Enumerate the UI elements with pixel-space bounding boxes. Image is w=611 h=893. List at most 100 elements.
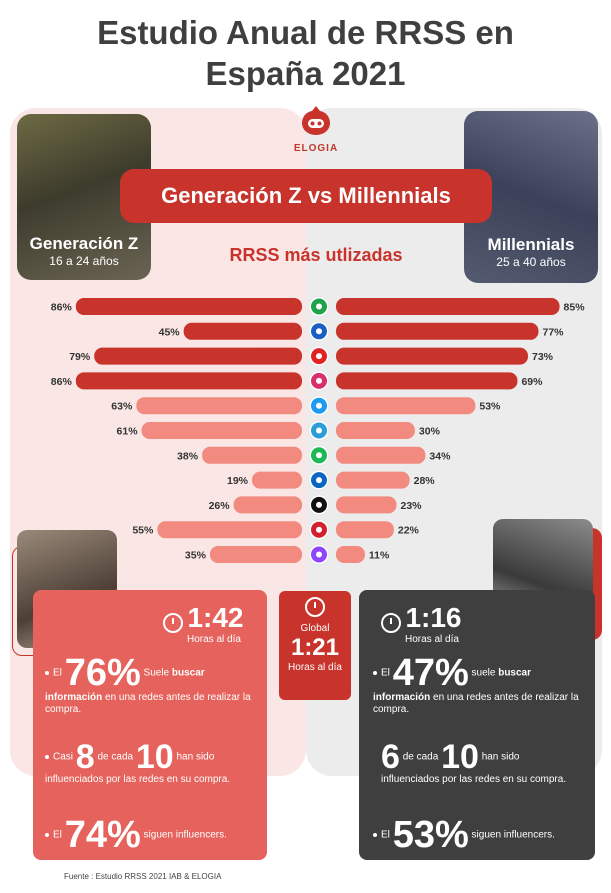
genz-s3-number: 74%: [64, 814, 141, 856]
genz-stat-search: El 76% Suele buscar información en una r…: [45, 654, 257, 716]
label-genz-facebook: 45%: [159, 326, 181, 338]
bar-millennials-facebook: [336, 322, 539, 340]
instagram-icon-glyph: [316, 377, 322, 384]
label-millennials-facebook: 77%: [543, 326, 565, 338]
title-line-1: Estudio Anual de RRSS en: [97, 14, 514, 51]
bar-genz-instagram: [75, 372, 302, 390]
source-note: Fuente : Estudio RRSS 2021 IAB & ELOGIA: [64, 872, 222, 881]
genz-s1-number: 76%: [64, 652, 141, 694]
facebook-icon-glyph: [316, 328, 322, 335]
bar-millennials-linkedin: [336, 471, 410, 489]
genz-name: Generación Z: [29, 234, 139, 253]
genz-s2-mid: de cada: [97, 751, 134, 763]
label-millennials-tiktok: 23%: [400, 500, 422, 512]
bar-millennials-tiktok: [336, 496, 397, 514]
millennials-s1-text-a: suele: [471, 667, 496, 679]
genz-stat-influencers: El 74% siguen influencers.: [45, 816, 257, 854]
bar-genz-tiktok: [233, 496, 302, 514]
bar-genz-youtube: [94, 347, 302, 365]
global-label: Global: [300, 623, 330, 634]
genz-s3-text: siguen influencers.: [143, 829, 227, 841]
label-millennials-spotify: 34%: [429, 450, 451, 462]
bar-genz-whatsapp: [75, 298, 302, 315]
millennials-stats-card: 1:16 Horas al día El 47% suele buscar in…: [359, 590, 595, 860]
spotify-icon-glyph: [316, 452, 322, 459]
bar-genz-twitch: [209, 546, 302, 563]
bar-millennials-pinterest: [336, 521, 394, 539]
label-genz-instagram: 86%: [51, 376, 73, 388]
clock-icon: [163, 612, 183, 633]
genz-label: Generación Z 16 a 24 años: [17, 234, 151, 268]
label-millennials-telegram: 30%: [419, 426, 441, 438]
label-genz-pinterest: 55%: [132, 525, 154, 537]
millennials-age: 25 a 40 años: [496, 255, 566, 269]
label-genz-tiktok: 26%: [209, 500, 231, 512]
millennials-stat-influencers: El 53% siguen influencers.: [373, 816, 585, 854]
genz-s2-text-a: han sido: [176, 751, 215, 763]
global-card: Global 1:21 Horas al día: [279, 591, 351, 700]
bar-millennials-whatsapp: [336, 298, 560, 315]
youtube-icon-glyph: [316, 353, 322, 360]
millennials-s1-bold: buscar información: [373, 667, 532, 703]
genz-s1-prefix: El: [53, 667, 62, 679]
elogia-logo-text: ELOGIA: [293, 143, 339, 154]
bar-genz-pinterest: [157, 521, 302, 539]
global-time: 1:21: [290, 634, 340, 661]
twitter-icon-glyph: [316, 402, 322, 409]
millennials-s1-prefix: El: [381, 667, 390, 679]
label-genz-twitter: 63%: [111, 401, 133, 413]
bar-millennials-telegram: [336, 422, 415, 439]
bar-millennials-twitch: [336, 546, 365, 563]
elogia-logo: ELOGIA: [288, 104, 344, 154]
millennials-stat-search: El 47% suele buscar información en una r…: [373, 654, 585, 716]
bar-millennials-spotify: [336, 446, 426, 464]
elogia-logo-icon: [302, 106, 330, 135]
millennials-s2-text-a: han sido: [481, 751, 520, 763]
global-time-label: Horas al día: [288, 662, 342, 673]
bar-genz-facebook: [183, 322, 302, 340]
genz-s3-prefix: El: [53, 829, 62, 841]
bar-genz-twitter: [136, 397, 302, 415]
bar-millennials-youtube: [336, 347, 528, 365]
bullet-icon: [373, 671, 377, 675]
twitch-icon-glyph: [316, 551, 322, 558]
millennials-label: Millennials 25 a 40 años: [464, 235, 598, 269]
millennials-s2-text-b: influenciados por las redes en su compra…: [381, 774, 567, 785]
genz-s2-num1: 8: [75, 738, 95, 776]
bullet-icon: [45, 755, 49, 759]
bullet-icon: [45, 671, 49, 675]
bar-genz-spotify: [202, 446, 302, 464]
genz-s2-num2: 10: [135, 738, 174, 776]
social-networks-bar-chart: 86% 85% 45% 77% 79% 73% 86% 69% 63% 53% 61% 30% 38% 3…: [51, 296, 586, 565]
whatsapp-icon-glyph: [316, 303, 322, 310]
bar-millennials-instagram: [336, 372, 518, 390]
millennials-s3-text: siguen influencers.: [471, 829, 555, 841]
genz-s1-text-b: en una redes antes de realizar la compra…: [45, 692, 251, 715]
title-line-2: España 2021: [205, 55, 406, 92]
label-genz-twitch: 35%: [185, 550, 207, 562]
label-millennials-whatsapp: 85%: [564, 302, 586, 314]
genz-stat-influenced: Casi 8 de cada 10 han sido influenciados…: [45, 740, 267, 786]
label-genz-youtube: 79%: [69, 351, 91, 363]
genz-time: 1:42: [187, 602, 244, 633]
genz-s2-text-b: influenciados por las redes en su compra…: [45, 774, 231, 785]
clock-icon: [305, 597, 325, 617]
bullet-icon: [373, 833, 377, 837]
pinterest-icon-glyph: [316, 526, 322, 533]
genz-s2-prefix: Casi: [53, 751, 74, 763]
linkedin-icon-glyph: [316, 477, 322, 484]
label-millennials-twitch: 11%: [369, 550, 390, 562]
millennials-s3-number: 53%: [392, 814, 469, 856]
label-millennials-twitter: 53%: [479, 401, 501, 413]
label-millennials-youtube: 73%: [532, 351, 554, 363]
label-genz-linkedin: 19%: [227, 475, 249, 487]
millennials-s1-number: 47%: [392, 652, 469, 694]
telegram-icon-glyph: [316, 427, 322, 434]
label-millennials-linkedin: 28%: [414, 475, 436, 487]
millennials-s2-num2: 10: [441, 738, 479, 776]
label-genz-spotify: 38%: [177, 450, 199, 462]
chart-subtitle: RRSS más utlizadas: [229, 245, 403, 265]
clock-icon: [381, 612, 401, 633]
genz-s1-bold: buscar información: [45, 667, 205, 703]
millennials-time-block: 1:16 Horas al día: [381, 602, 462, 645]
